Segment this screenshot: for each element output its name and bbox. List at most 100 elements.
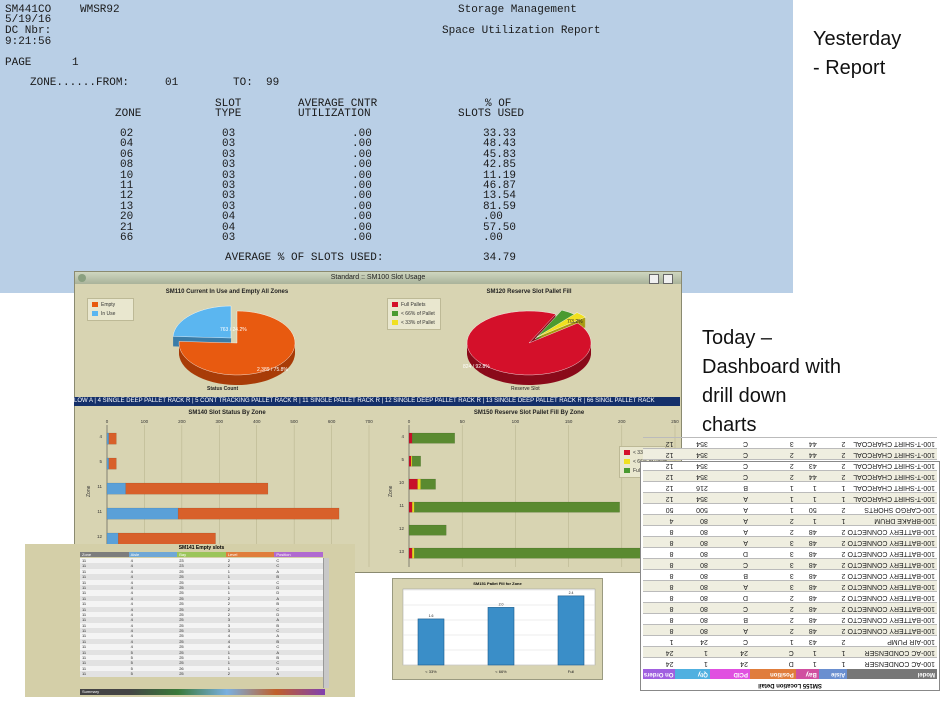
category-label: 12 [399,526,405,531]
table-row[interactable]: 100-AC CONDENSER 1 1 D 24 1 24 [643,657,937,668]
table-row[interactable]: 11 4 25 2 B [80,601,323,607]
location-header-cell[interactable]: Position [749,669,796,679]
table-row[interactable]: 100-BATTERY CONNECTORS 2 48 3 A 80 8 [643,580,937,591]
slots-header-cell[interactable]: Zone [80,552,129,557]
empty-slots-scrollbar[interactable] [323,558,329,688]
category-label: 12 [97,534,103,539]
table-row[interactable]: 11 5 25 1 C [80,660,323,666]
table-cell: 2 [227,611,231,617]
table-row[interactable]: 11 4 25 2 D [80,611,323,618]
bar2-chart[interactable]: 0 50 100 150 200 250 4 5 10 11 12 13 Zone [379,417,679,569]
table-row[interactable]: 11 4 25 1 C [80,579,323,585]
table-row[interactable]: 100-BATTERY CONNECTORS 2 48 2 A 80 8 [643,624,937,635]
table-row[interactable]: 11 4 25 4 A [80,633,323,639]
maximize-icon[interactable] [649,274,659,284]
table-cell: 4 [130,579,133,585]
table-row[interactable]: 100-BATTERY CONNECTORS 2 48 2 A 80 8 [643,525,937,536]
pie1-xlabel: Status Count [207,386,238,392]
table-row[interactable]: 11 4 23 2 C [80,563,323,569]
slots-header-cell[interactable]: Bay [177,552,226,557]
table-cell: 2 [841,462,846,469]
table-row[interactable]: 11 5 26 1 D [80,665,323,672]
table-row[interactable]: 100-BATTERY CONNECTORS 2 48 3 C 80 8 [643,558,937,569]
table-row[interactable]: 11 4 25 2 A [80,595,323,602]
pallet-fill-chart[interactable]: 1.6 < 33% 2.0 < 66% 2.4 Full [393,585,602,679]
report-cell-util: .00 [352,221,372,234]
bar-segment [106,482,126,495]
bar-segment [408,478,418,490]
table-cell: 11 [82,574,87,580]
table-row[interactable]: 100-T-SHIRT CHARCOAL 1 1 1 A 354 12 [643,492,937,503]
table-cell: A [276,649,280,655]
table-cell: 24 [740,660,748,667]
table-cell: 3 [789,440,794,447]
table-row[interactable]: 11 4 25 2 C [80,606,323,612]
zone-from-label: ZONE......FROM: [30,77,130,89]
table-cell: 25 [179,579,184,585]
table-row[interactable]: 11 5 25 2 A [80,671,323,677]
table-row[interactable]: 100-BATTERY CONNECTORS 2 48 2 B 80 8 [643,613,937,624]
table-row[interactable]: 100-BATTERY CONNECTORS 2 48 2 C 80 8 [643,602,937,613]
location-header-cell[interactable]: On Orders [643,669,676,679]
table-row[interactable]: 11 4 25 3 A [80,617,323,623]
table-row[interactable]: 11 4 23 2 C [80,558,323,564]
table-row[interactable]: 100-T-SHIRT CHARCOAL 2 43 2 C 354 12 [643,459,937,470]
location-header-cell[interactable]: Bay [795,669,819,679]
slots-header-cell[interactable]: Aisle [128,552,178,557]
table-cell: A [276,671,280,677]
location-header-cell[interactable]: Aisle [818,669,848,679]
table-row[interactable]: 100-BATTERY CONNECTORS 2 48 3 D 80 8 [643,547,937,558]
table-row[interactable]: 100-BATTERY CONNECTORS 2 48 3 B 80 8 [643,569,937,580]
pie2-legend-full: Full Pallets [392,302,436,308]
location-header-cell[interactable]: Qty [675,669,710,679]
location-header-cell[interactable]: PCID [709,669,750,679]
zone-ticker[interactable]: LOW A | 4 SINGLE DEEP PALLET RACK R | 5 … [74,397,680,406]
table-cell: 25 [179,595,184,601]
close-icon[interactable] [663,274,673,284]
table-row[interactable]: 100-AIR PUMP 2 43 1 C 24 1 [643,635,937,646]
table-cell: 2 [227,671,231,677]
pie1-chart[interactable]: 763 / 24.2% 2,389 / 75.8% Status Count [157,298,317,393]
empty-slots-body[interactable]: 11 4 23 2 C 11 4 23 2 C 11 4 25 1 A 11 4 25 1 B 11 4 25 1 C 11 4 25… [80,558,323,677]
swatch-icon [392,311,398,317]
table-cell: 2 [789,473,794,480]
table-row[interactable]: 100-BATTERY CONNECTORS 2 48 3 A 80 8 [643,536,937,547]
page-number: 1 [72,57,79,69]
table-row[interactable]: 11 4 25 4 B [80,638,323,645]
table-cell: C [742,440,748,447]
table-row[interactable]: 100-T-SHIRT CHARCOAL 1 1 1 B 216 12 [643,481,937,492]
location-header-cell[interactable]: Model [847,669,937,679]
table-cell: D [276,665,280,671]
table-row[interactable]: 11 4 25 3 C [80,628,323,634]
axis-tick-label: 150 [565,419,573,424]
table-cell: 100-BATTERY CONNECTORS [847,550,935,557]
table-cell: 11 [82,671,87,677]
pie2-chart[interactable]: 824 / 92.8% 7/3.2% Reserve Slot [449,298,619,393]
table-row[interactable]: 11 4 25 1 A [80,568,323,575]
table-row[interactable]: 11 4 25 3 B [80,622,323,629]
slots-header-cell[interactable]: Position [274,552,323,557]
table-row[interactable]: 100-T-SHIRT CHARCOAL 2 44 2 C 354 12 [643,448,937,459]
location-detail-body[interactable]: 100-AC CONDENSER 1 1 D 24 1 24 100-AC CONDENSER… [643,437,937,668]
window-menu-icon[interactable] [78,274,86,282]
table-row[interactable]: 11 5 25 1 A [80,649,323,656]
pie-slice [172,305,232,339]
table-row[interactable]: 100-BRAKE DRUM 1 1 2 A 80 4 [643,514,937,525]
table-row[interactable]: 11 4 25 1 D [80,590,323,596]
table-row[interactable]: 11 4 25 1 B [80,574,323,580]
pie-slice [536,312,586,338]
slots-header-cell[interactable]: Level [225,552,275,557]
bar1-title: SM140 Slot Status By Zone [188,410,266,416]
table-row[interactable]: 100-BATTERY CONNECTORS 2 48 2 D 80 8 [643,591,937,602]
table-row[interactable]: 100-AC CONDENSER 1 1 C 24 1 24 [643,646,937,657]
table-row[interactable]: 11 4 25 4 C [80,644,323,650]
header-slots-used: SLOTS USED [458,108,525,120]
table-row[interactable]: 100-T-SHIRT CHARCOAL 2 44 2 C 354 12 [643,470,937,481]
table-cell: 11 [82,665,87,671]
table-row[interactable]: 11 4 25 1 D [80,584,323,591]
table-row[interactable]: 11 5 25 1 B [80,655,323,661]
table-cell: 48 [808,627,817,634]
table-row[interactable]: 100-CARGO SHORTS 2 50 1 A 500 50 [643,503,937,514]
table-row[interactable]: 100-T-SHIRT CHARCOAL 2 44 3 C 354 12 [643,437,937,448]
